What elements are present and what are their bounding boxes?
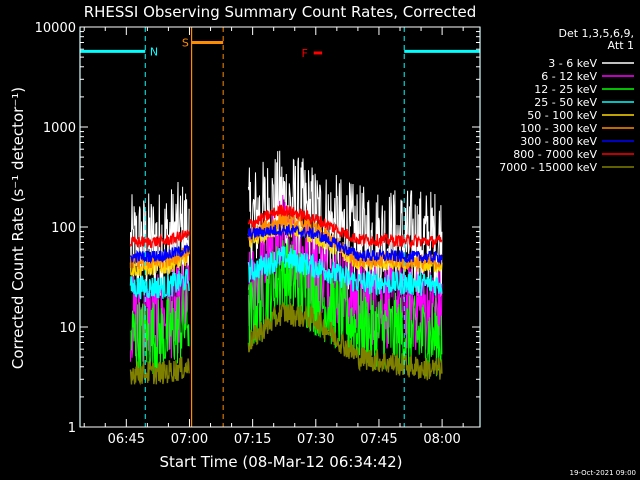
y-tick-label: 10 — [59, 321, 76, 336]
flag-label: F — [301, 47, 307, 60]
y-axis-title: Corrected Count Rate (s⁻¹ detector⁻¹) — [9, 87, 27, 369]
series-6 — [130, 224, 443, 266]
series-line — [247, 204, 443, 250]
timestamp: 19-Oct-2021 09:00 — [570, 469, 636, 477]
x-tick-label: 06:45 — [108, 432, 145, 447]
legend-header: Det 1,3,5,6,9, — [558, 27, 634, 40]
x-tick-label: 07:15 — [234, 432, 271, 447]
legend-entry-label: 800 - 7000 keV — [513, 148, 597, 161]
series-3 — [129, 246, 443, 300]
x-tick-label: 08:00 — [423, 432, 460, 447]
legend-entry-label: 50 - 100 keV — [527, 109, 597, 122]
y-tick-label: 1 — [68, 421, 76, 436]
y-tick-label: 1000 — [43, 121, 76, 136]
flag-S: S — [182, 27, 224, 427]
series-line — [247, 246, 443, 296]
series-line — [129, 269, 190, 300]
series-line — [247, 301, 443, 381]
legend-entry-label: 300 - 800 keV — [520, 135, 597, 148]
series-2 — [130, 239, 443, 377]
y-tick-label: 10000 — [35, 21, 76, 36]
flag-F: F — [301, 47, 323, 60]
flag-label: S — [182, 36, 189, 49]
x-axis-title: Start Time (08-Mar-12 06:34:42) — [159, 453, 402, 471]
y-tick-label: 100 — [51, 221, 76, 236]
legend-entry-label: 25 - 50 keV — [534, 96, 597, 109]
legend-entry-label: 3 - 6 keV — [548, 57, 597, 70]
series-line — [129, 356, 190, 386]
series-7 — [129, 204, 443, 250]
legend-header: Att 1 — [608, 39, 634, 52]
x-tick-label: 07:45 — [360, 432, 397, 447]
series-line — [247, 239, 443, 377]
x-tick-label: 07:00 — [171, 432, 208, 447]
flag-label: N — [150, 45, 158, 58]
series-line — [130, 244, 190, 264]
series-line — [130, 284, 190, 377]
legend-entry-label: 6 - 12 keV — [541, 70, 597, 83]
chart-title: RHESSI Observing Summary Count Rates, Co… — [84, 3, 477, 21]
legend-entry-label: 7000 - 15000 keV — [499, 161, 597, 174]
x-tick-label: 07:30 — [297, 432, 334, 447]
legend-entry-label: 100 - 300 keV — [520, 122, 597, 135]
series-line — [247, 224, 443, 266]
legend-entry-label: 12 - 25 keV — [534, 83, 597, 96]
series-line — [129, 229, 190, 248]
series-8 — [129, 301, 443, 386]
